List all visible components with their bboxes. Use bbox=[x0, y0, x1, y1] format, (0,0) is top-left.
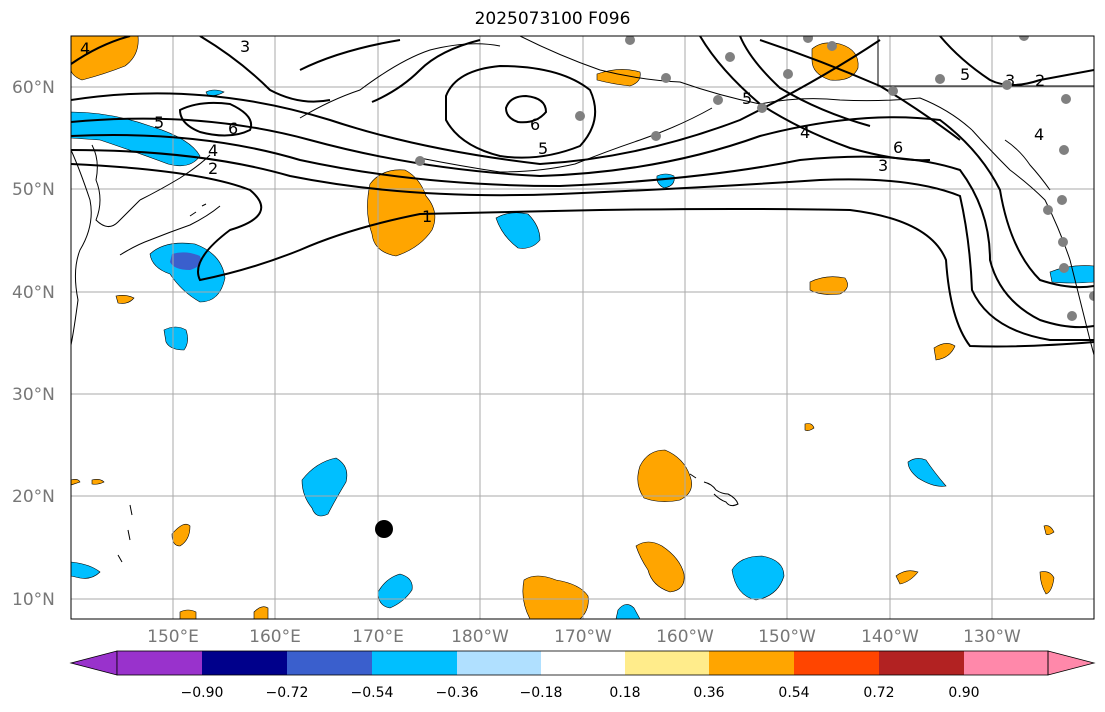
colorbar-segment bbox=[457, 651, 541, 675]
contour-label: 4 bbox=[208, 141, 218, 160]
colorbar-segment bbox=[117, 651, 202, 675]
colorbar-segment bbox=[372, 651, 457, 675]
lat-label: 60°N bbox=[12, 78, 55, 98]
contour-label: 6 bbox=[893, 138, 903, 157]
colorbar-segment bbox=[625, 651, 709, 675]
negative-anomaly-areas bbox=[71, 89, 1094, 619]
colorbar-tick: −0.18 bbox=[520, 685, 563, 701]
contour-label: 3 bbox=[240, 37, 250, 56]
lon-label: 150°E bbox=[147, 627, 199, 647]
map-title: 2025073100 F096 bbox=[474, 9, 631, 29]
colorbar-segment bbox=[202, 651, 287, 675]
strong-negative-core bbox=[170, 252, 201, 270]
longitude-labels: 150°E 160°E 170°E 180°W 170°W 160°W 150°… bbox=[147, 627, 1021, 647]
contour-lines bbox=[71, 36, 1094, 348]
colorbar-outline bbox=[116, 650, 1049, 676]
lat-label: 10°N bbox=[12, 590, 55, 610]
contour-label: 5 bbox=[960, 65, 970, 84]
contour-label: 5 bbox=[538, 139, 548, 158]
colorbar-tick: −0.54 bbox=[351, 685, 394, 701]
colorbar-tick: 0.36 bbox=[693, 685, 724, 701]
contour-labels: 4 3 5 6 4 2 1 6 5 5 4 6 3 5 4 3 2 bbox=[80, 37, 1045, 226]
colorbar-segment bbox=[964, 651, 1048, 675]
colorbar-segment bbox=[794, 651, 879, 675]
colorbar-extend-high bbox=[1047, 650, 1096, 676]
colorbar-tick: 0.18 bbox=[609, 685, 640, 701]
contour-label: 2 bbox=[208, 159, 218, 178]
colorbar-extend-low bbox=[69, 650, 118, 676]
colorbar-ticks: −0.90 −0.72 −0.54 −0.36 −0.18 0.18 0.36 … bbox=[181, 685, 980, 701]
lon-label: 130°W bbox=[963, 627, 1021, 647]
colorbar-segment bbox=[709, 651, 794, 675]
contour-label: 6 bbox=[228, 119, 238, 138]
contour-label: 5 bbox=[154, 113, 164, 132]
colorbar-tick: −0.72 bbox=[266, 685, 309, 701]
contour-label: 1 bbox=[422, 207, 432, 226]
contour-label: 2 bbox=[1035, 71, 1045, 90]
lat-label: 20°N bbox=[12, 487, 55, 507]
location-marker bbox=[375, 520, 393, 538]
lon-label: 140°W bbox=[861, 627, 919, 647]
contour-label: 3 bbox=[1005, 71, 1015, 90]
colorbar-segment bbox=[541, 651, 625, 675]
latitude-labels: 60°N 50°N 40°N 30°N 20°N 10°N bbox=[12, 78, 55, 610]
colorbar-segment bbox=[879, 651, 964, 675]
colorbar bbox=[69, 650, 1096, 676]
colorbar-tick: 0.72 bbox=[863, 685, 894, 701]
colorbar-segment bbox=[287, 651, 372, 675]
lon-label: 160°W bbox=[656, 627, 714, 647]
lat-label: 40°N bbox=[12, 283, 55, 303]
lat-label: 30°N bbox=[12, 385, 55, 405]
lon-label: 150°W bbox=[758, 627, 816, 647]
lon-label: 160°E bbox=[249, 627, 301, 647]
colorbar-tick: −0.90 bbox=[181, 685, 224, 701]
lon-label: 170°W bbox=[554, 627, 612, 647]
station-markers bbox=[415, 36, 1094, 321]
contour-label: 4 bbox=[800, 123, 810, 142]
lat-label: 50°N bbox=[12, 180, 55, 200]
contour-label: 4 bbox=[1034, 125, 1044, 144]
colorbar-tick: 0.54 bbox=[778, 685, 809, 701]
contour-label: 6 bbox=[530, 115, 540, 134]
colorbar-tick: 0.90 bbox=[948, 685, 979, 701]
contour-label: 5 bbox=[742, 89, 752, 108]
positive-anomaly-areas bbox=[71, 36, 1055, 619]
lon-label: 170°E bbox=[352, 627, 404, 647]
map-frame bbox=[70, 35, 1095, 620]
colorbar-tick: −0.36 bbox=[436, 685, 479, 701]
lon-label: 180°W bbox=[451, 627, 509, 647]
contour-label: 3 bbox=[878, 156, 888, 175]
grid-lines bbox=[71, 36, 1094, 619]
map-layers: 4 3 5 6 4 2 1 6 5 5 4 6 3 5 4 3 2 bbox=[71, 36, 1094, 619]
contour-label: 4 bbox=[80, 39, 90, 58]
